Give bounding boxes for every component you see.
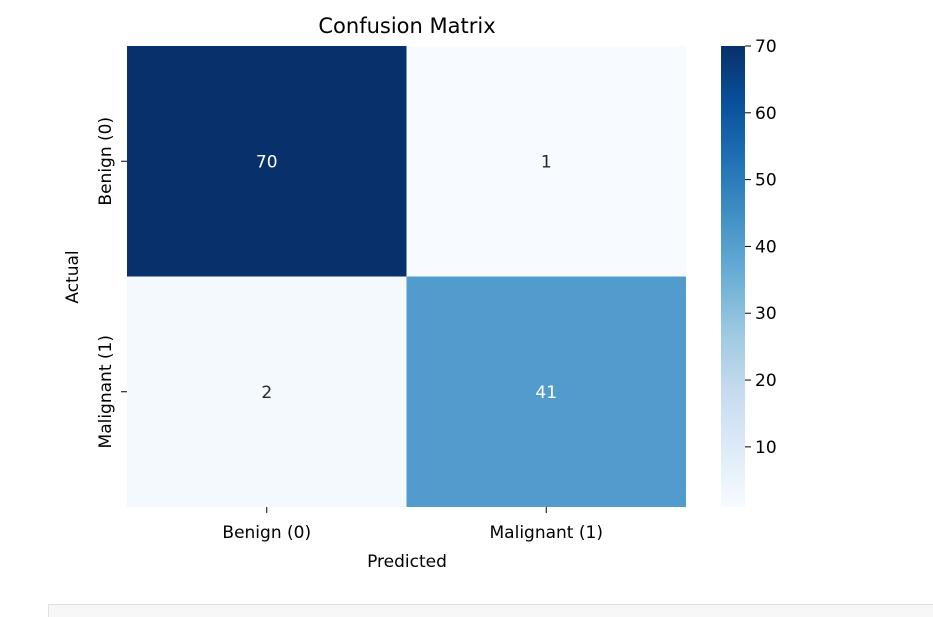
colorbar-tick-label: 40 [755, 237, 777, 257]
heatmap-cell [127, 276, 407, 507]
confusion-matrix-figure: Confusion Matrix 70 1 2 41 Benign (0) Malign… [63, 14, 777, 572]
chart-title: Confusion Matrix [318, 14, 495, 38]
cell-value-label: 2 [261, 383, 272, 403]
colorbar [721, 46, 745, 507]
x-tick-label: Malignant (1) [490, 523, 603, 543]
chart-svg: Confusion Matrix 70 1 2 41 Benign (0) Malign… [63, 14, 777, 572]
x-axis-ticks: Benign (0) Malignant (1) [222, 507, 603, 543]
colorbar-ticks: 10 20 30 40 50 60 70 [745, 37, 777, 458]
colorbar-tick-label: 30 [755, 304, 777, 324]
heatmap-cell-labels: 70 1 2 41 [256, 152, 557, 403]
x-axis-label: Predicted [367, 552, 447, 572]
heatmap-cell [406, 276, 686, 507]
colorbar-tick-label: 70 [755, 37, 777, 57]
cell-value-label: 1 [541, 152, 552, 172]
y-axis-ticks: Benign (0) Malignant (1) [96, 117, 127, 448]
colorbar-tick-label: 50 [755, 171, 777, 191]
output-cell-area [48, 604, 933, 617]
heatmap-cell [406, 46, 686, 277]
cell-value-label: 41 [535, 383, 557, 403]
colorbar-tick-label: 60 [755, 104, 777, 124]
cell-value-label: 70 [256, 152, 278, 172]
heatmap-cell [127, 46, 407, 277]
y-tick-label: Benign (0) [96, 117, 116, 206]
y-tick-label: Malignant (1) [96, 335, 116, 448]
y-axis-label: Actual [63, 250, 83, 303]
colorbar-tick-label: 10 [755, 438, 777, 458]
colorbar-tick-label: 20 [755, 371, 777, 391]
heatmap-cells [127, 46, 686, 507]
x-tick-label: Benign (0) [222, 523, 311, 543]
